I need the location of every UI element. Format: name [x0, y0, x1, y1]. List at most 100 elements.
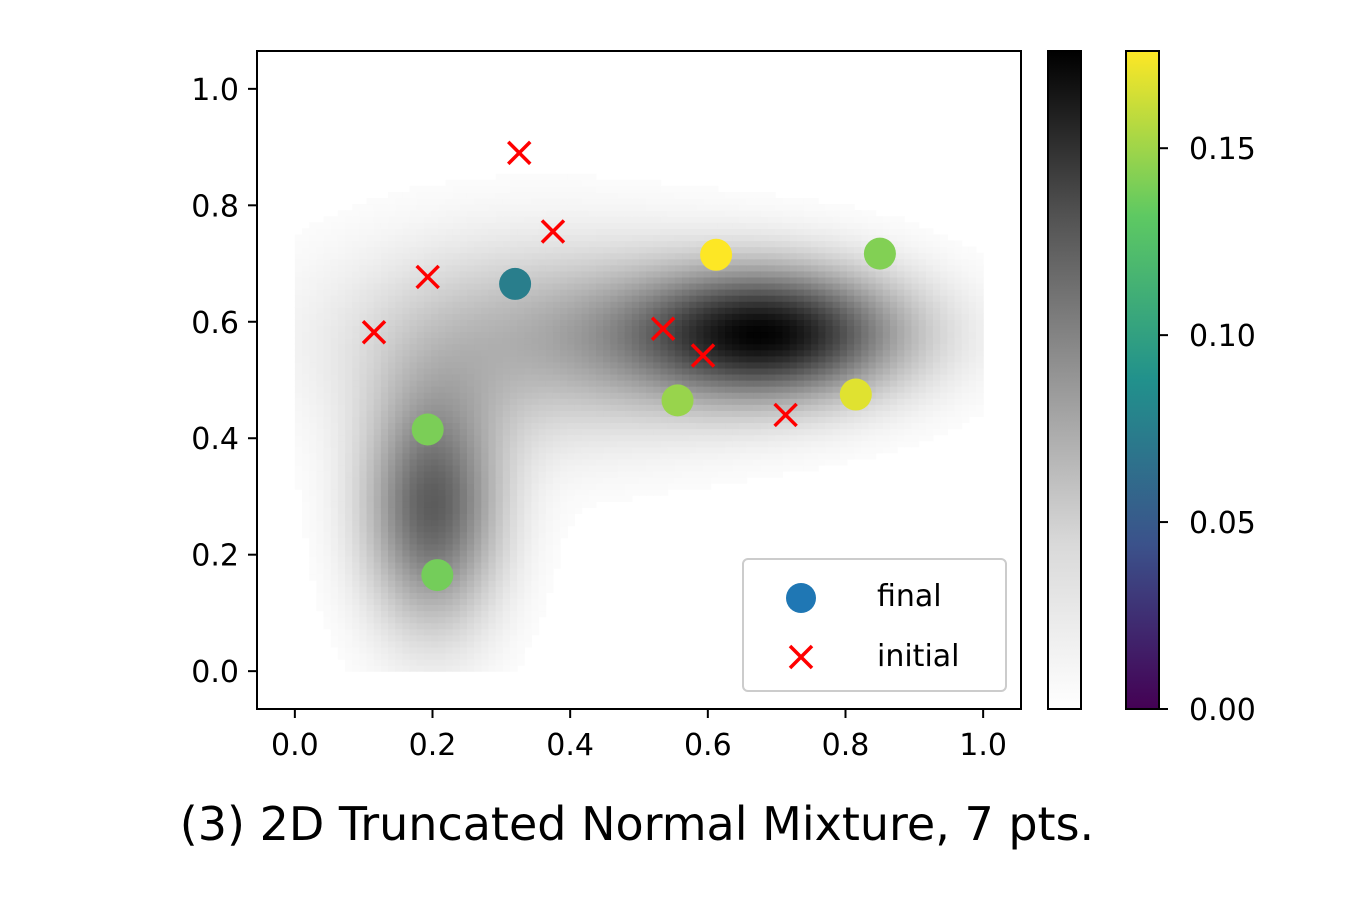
heatmap-cell — [466, 252, 475, 260]
heatmap-cell — [617, 477, 626, 484]
heatmap-cell — [373, 477, 382, 484]
heatmap-cell — [409, 325, 418, 333]
heatmap-cell — [825, 416, 834, 424]
heatmap-cell — [373, 646, 382, 654]
heatmap-cell — [423, 222, 432, 229]
heatmap-cell — [509, 222, 518, 229]
heatmap-cell — [337, 373, 346, 381]
heatmap-cell — [416, 319, 425, 327]
heatmap-cell — [818, 319, 827, 327]
heatmap-cell — [309, 301, 317, 308]
heatmap-cell — [337, 416, 346, 424]
heatmap-cell — [588, 295, 597, 302]
heatmap-cell — [796, 252, 805, 260]
heatmap-cell — [431, 543, 439, 551]
heatmap-cell — [811, 428, 819, 436]
heatmap-cell — [488, 659, 497, 666]
heatmap-cell — [975, 319, 984, 327]
heatmap-cell — [545, 477, 554, 484]
heatmap-cell — [409, 519, 418, 527]
heatmap-cell — [689, 483, 697, 490]
heatmap-cell — [646, 349, 654, 357]
heatmap-cell — [517, 555, 525, 563]
heatmap-cell — [925, 355, 934, 363]
heatmap-cell — [932, 258, 941, 266]
heatmap-cell — [474, 373, 482, 381]
heatmap-cell — [674, 307, 683, 314]
heatmap-cell — [560, 428, 568, 436]
heatmap-cell — [481, 634, 490, 642]
heatmap-cell — [459, 392, 468, 399]
heatmap-cell — [380, 270, 389, 278]
heatmap-cell — [517, 519, 525, 527]
heatmap-cell — [380, 452, 389, 460]
heatmap-cell — [646, 331, 654, 339]
heatmap-cell — [545, 349, 554, 357]
heatmap-cell — [567, 240, 576, 248]
heatmap-cell — [646, 234, 654, 242]
heatmap-cell — [696, 343, 705, 351]
heatmap-cell — [603, 282, 611, 290]
heatmap-cell — [904, 392, 913, 399]
heatmap-cell — [423, 464, 432, 472]
heatmap-cell — [588, 495, 597, 502]
heatmap-cell — [337, 313, 346, 320]
heatmap-cell — [753, 307, 762, 314]
heatmap-cell — [961, 252, 970, 260]
heatmap-cell — [445, 398, 454, 405]
heatmap-cell — [302, 398, 310, 405]
heatmap-cell — [488, 634, 497, 642]
heatmap-cell — [710, 325, 719, 333]
heatmap-cell — [359, 246, 368, 254]
heatmap-cell — [445, 331, 454, 339]
heatmap-cell — [846, 373, 855, 381]
heatmap-cell — [940, 246, 948, 254]
heatmap-cell — [359, 325, 368, 333]
heatmap-cell — [646, 386, 654, 393]
heatmap-cell — [782, 386, 791, 393]
heatmap-cell — [811, 307, 819, 314]
heatmap-cell — [818, 452, 827, 460]
heatmap-cell — [775, 458, 783, 466]
heatmap-cell — [854, 337, 862, 345]
heatmap-cell — [423, 289, 432, 296]
heatmap-cell — [316, 246, 325, 254]
heatmap-cell — [947, 410, 956, 417]
heatmap-cell — [832, 282, 841, 290]
heatmap-cell — [309, 289, 317, 296]
heatmap-cell — [330, 622, 339, 630]
heatmap-cell — [603, 331, 611, 339]
heatmap-cell — [932, 386, 941, 393]
heatmap-cell — [904, 373, 913, 381]
heatmap-cell — [388, 295, 396, 302]
heatmap-cell — [524, 470, 533, 478]
heatmap-cell — [552, 470, 561, 478]
heatmap-cell — [703, 331, 712, 339]
heatmap-cell — [904, 307, 913, 314]
heatmap-cell — [832, 234, 841, 242]
heatmap-cell — [488, 543, 497, 551]
heatmap-cell — [868, 361, 877, 369]
heatmap-cell — [689, 434, 697, 442]
heatmap-cell — [882, 331, 891, 339]
heatmap-cell — [610, 428, 619, 436]
heatmap-cell — [968, 301, 977, 308]
heatmap-cell — [481, 592, 490, 599]
heatmap-cell — [832, 373, 841, 381]
heatmap-cell — [345, 525, 353, 533]
heatmap-cell — [961, 276, 970, 284]
heatmap-cell — [947, 392, 956, 399]
heatmap-cell — [746, 416, 755, 424]
heatmap-cell — [495, 392, 504, 399]
heatmap-cell — [567, 386, 576, 393]
heatmap-cell — [524, 501, 533, 508]
heatmap-cell — [466, 228, 475, 236]
heatmap-cell — [595, 222, 604, 229]
heatmap-cell — [925, 252, 934, 260]
heatmap-cell — [775, 355, 783, 363]
heatmap-cell — [402, 392, 411, 399]
heatmap-cell — [725, 440, 733, 448]
heatmap-cell — [832, 240, 841, 248]
heatmap-cell — [968, 337, 977, 345]
heatmap-cell — [402, 628, 411, 636]
